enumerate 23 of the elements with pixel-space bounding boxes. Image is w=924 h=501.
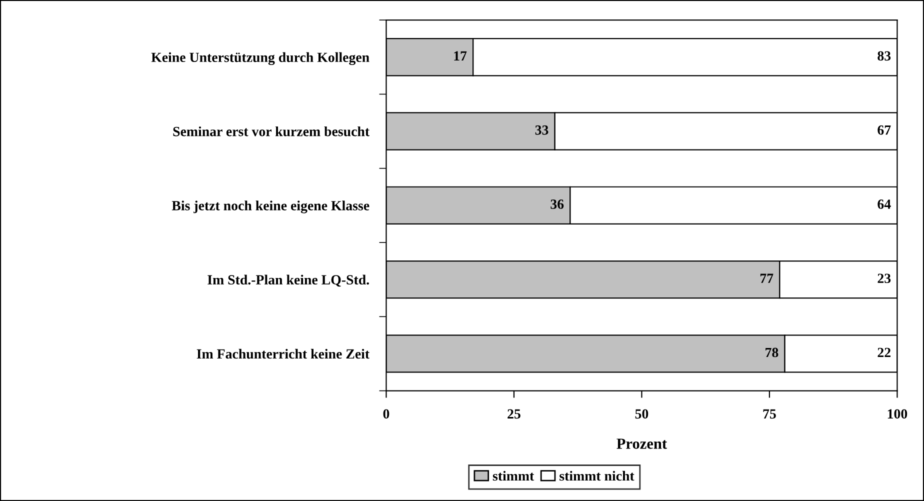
x-axis-title: Prozent bbox=[616, 438, 667, 449]
x-tick-label: 75 bbox=[763, 409, 776, 419]
y-tick-label: Im Std.-Plan keine LQ-Std. bbox=[208, 274, 369, 287]
data-label: 23 bbox=[878, 274, 891, 284]
x-tick-label: 100 bbox=[888, 409, 908, 419]
y-tick-label: Keine Unterstützung durch Kollegen bbox=[151, 52, 370, 65]
data-label: 22 bbox=[878, 348, 890, 358]
y-tick-label: Im Fachunterricht keine Zeit bbox=[196, 348, 370, 359]
x-tick-label: 50 bbox=[635, 409, 648, 419]
data-label: 67 bbox=[878, 125, 891, 135]
legend-label: stimmt nicht bbox=[560, 470, 634, 481]
data-label: 33 bbox=[535, 125, 548, 135]
x-tick-label: 0 bbox=[383, 409, 390, 419]
data-label: 64 bbox=[878, 200, 891, 209]
data-label: 17 bbox=[454, 51, 467, 60]
data-label: 77 bbox=[760, 274, 774, 283]
legend-label: stimmt bbox=[492, 470, 534, 481]
data-label: 36 bbox=[550, 200, 564, 209]
y-tick-label: Bis jetzt noch keine eigene Klasse bbox=[172, 200, 370, 214]
data-label: 83 bbox=[878, 51, 891, 61]
data-label: 78 bbox=[766, 348, 778, 358]
y-tick-label: Seminar erst vor kurzem besucht bbox=[173, 126, 370, 136]
x-tick-label: 25 bbox=[508, 409, 520, 419]
